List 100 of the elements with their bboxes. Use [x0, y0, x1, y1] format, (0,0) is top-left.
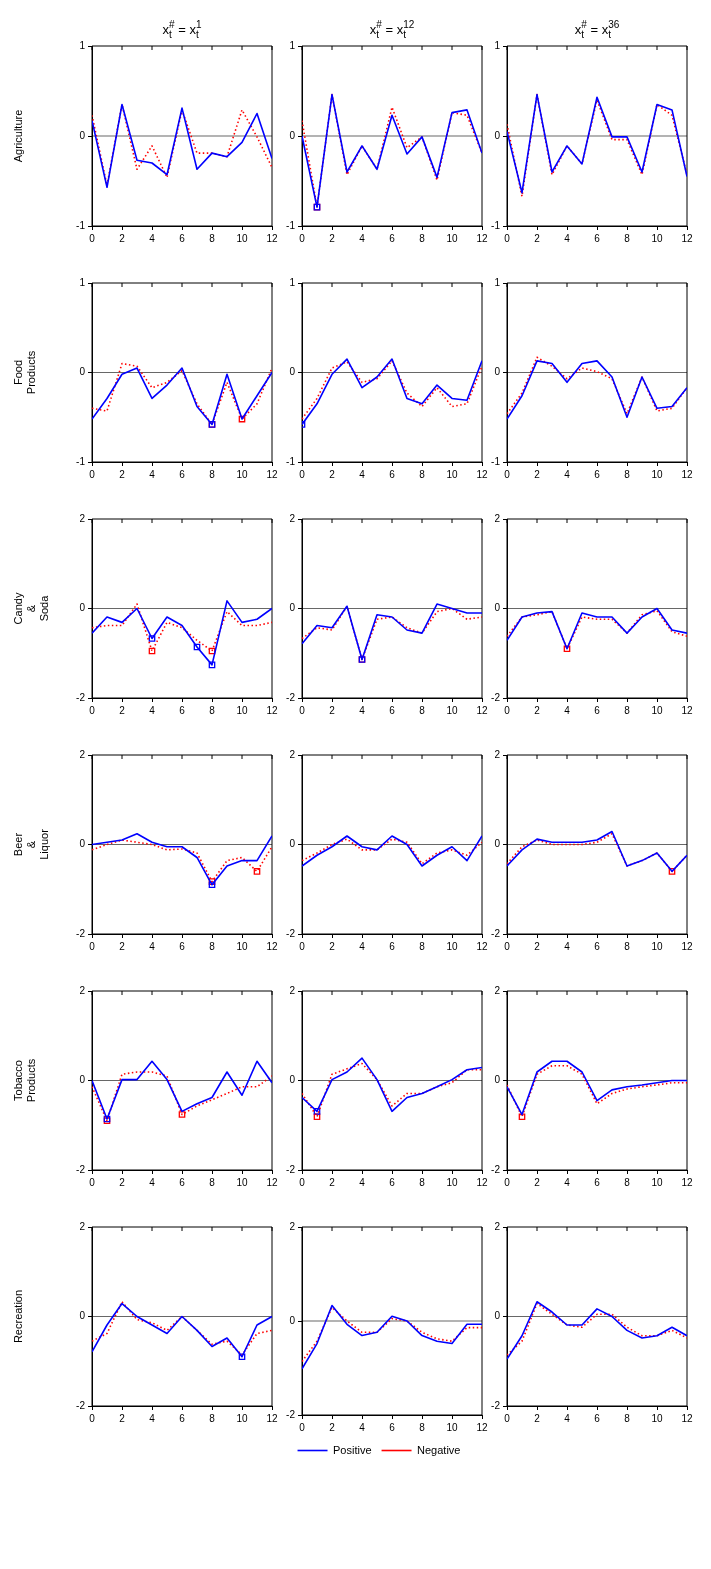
x-tick-label: 8 [419, 1176, 426, 1188]
x-tick-label: 4 [149, 704, 156, 716]
x-tick-label: 12 [681, 232, 693, 244]
x-tick-label: 6 [389, 940, 396, 952]
y-tick-label: 0 [79, 1310, 86, 1322]
y-tick-label: 0 [494, 366, 501, 378]
y-tick-label: -2 [286, 927, 296, 939]
x-tick-label: 10 [651, 232, 663, 244]
x-tick-label: 4 [359, 468, 366, 480]
x-tick-label: 12 [681, 468, 693, 480]
x-tick-label: 12 [681, 1412, 693, 1424]
y-tick-label: -2 [76, 927, 86, 939]
x-tick-label: 0 [89, 940, 96, 952]
x-tick-label: 2 [534, 232, 541, 244]
y-tick-label: 0 [494, 602, 501, 614]
x-tick-label: 6 [594, 1412, 601, 1424]
x-tick-label: 0 [89, 704, 96, 716]
x-tick-label: 8 [624, 704, 631, 716]
x-tick-label: 4 [564, 468, 571, 480]
y-tick-label: -2 [76, 1163, 86, 1175]
x-tick-label: 4 [149, 232, 156, 244]
y-tick-label: -1 [76, 219, 86, 231]
y-tick-label: -2 [491, 1399, 501, 1411]
x-tick-label: 2 [119, 940, 126, 952]
y-tick-label: 2 [289, 512, 296, 524]
x-tick-label: 8 [209, 468, 216, 480]
x-tick-label: 4 [564, 704, 571, 716]
x-tick-label: 10 [446, 1176, 458, 1188]
x-tick-label: 6 [389, 1421, 396, 1433]
x-tick-label: 6 [179, 704, 186, 716]
x-tick-label: 8 [419, 468, 426, 480]
y-tick-label: 2 [79, 512, 86, 524]
y-tick-label: 1 [79, 39, 86, 51]
y-axis-title: Agriculture [11, 109, 24, 163]
x-tick-label: 4 [564, 232, 571, 244]
x-tick-label: 8 [624, 1176, 631, 1188]
y-axis-title: Beer & Liquor [11, 828, 51, 860]
x-tick-label: 2 [534, 704, 541, 716]
x-tick-label: 0 [504, 1412, 511, 1424]
y-tick-label: 1 [289, 39, 296, 51]
x-tick-label: 4 [359, 232, 366, 244]
x-tick-label: 0 [504, 232, 511, 244]
y-tick-label: -1 [76, 455, 86, 467]
x-tick-label: 0 [299, 1421, 306, 1433]
x-tick-label: 0 [299, 232, 306, 244]
y-tick-label: 0 [79, 366, 86, 378]
y-tick-label: -1 [286, 219, 296, 231]
y-tick-label: -2 [286, 691, 296, 703]
y-tick-label: 2 [79, 984, 86, 996]
x-tick-label: 12 [476, 940, 488, 952]
y-tick-label: 2 [79, 748, 86, 760]
x-tick-label: 8 [419, 232, 426, 244]
x-tick-label: 2 [534, 940, 541, 952]
x-tick-label: 0 [504, 468, 511, 480]
x-tick-label: 8 [624, 468, 631, 480]
x-tick-label: 0 [504, 704, 511, 716]
x-tick-label: 4 [149, 940, 156, 952]
x-tick-label: 4 [149, 468, 156, 480]
x-tick-label: 12 [476, 1421, 488, 1433]
x-tick-label: 4 [564, 1176, 571, 1188]
x-tick-label: 12 [266, 940, 278, 952]
x-tick-label: 12 [266, 1176, 278, 1188]
x-tick-label: 10 [236, 1412, 248, 1424]
y-tick-label: -2 [76, 1399, 86, 1411]
y-tick-label: 2 [494, 748, 501, 760]
y-tick-label: -2 [76, 691, 86, 703]
legend-label: Positive [333, 1443, 372, 1456]
x-tick-label: 2 [329, 940, 336, 952]
x-tick-label: 0 [504, 1176, 511, 1188]
x-tick-label: 0 [89, 468, 96, 480]
x-tick-label: 4 [359, 1176, 366, 1188]
y-tick-label: 0 [289, 1314, 296, 1326]
x-tick-label: 4 [564, 1412, 571, 1424]
x-tick-label: 10 [236, 940, 248, 952]
x-tick-label: 2 [534, 1176, 541, 1188]
x-tick-label: 8 [419, 940, 426, 952]
x-tick-label: 2 [534, 468, 541, 480]
y-tick-label: -1 [286, 455, 296, 467]
x-tick-label: 10 [236, 232, 248, 244]
x-tick-label: 6 [179, 232, 186, 244]
x-tick-label: 10 [651, 1412, 663, 1424]
x-tick-label: 8 [419, 1421, 426, 1433]
y-tick-label: 0 [494, 838, 501, 850]
x-tick-label: 12 [476, 232, 488, 244]
x-tick-label: 2 [534, 1412, 541, 1424]
y-tick-label: -1 [491, 455, 501, 467]
x-tick-label: 0 [89, 1176, 96, 1188]
x-tick-label: 12 [476, 1176, 488, 1188]
y-tick-label: 2 [494, 1220, 501, 1232]
y-tick-label: 2 [79, 1220, 86, 1232]
x-tick-label: 2 [329, 232, 336, 244]
x-tick-label: 10 [446, 704, 458, 716]
y-tick-label: 0 [494, 1074, 501, 1086]
x-tick-label: 8 [209, 704, 216, 716]
x-tick-label: 10 [651, 940, 663, 952]
y-tick-label: 1 [289, 276, 296, 288]
x-tick-label: 8 [209, 232, 216, 244]
x-tick-label: 4 [564, 940, 571, 952]
x-tick-label: 2 [119, 1412, 126, 1424]
x-tick-label: 10 [236, 1176, 248, 1188]
